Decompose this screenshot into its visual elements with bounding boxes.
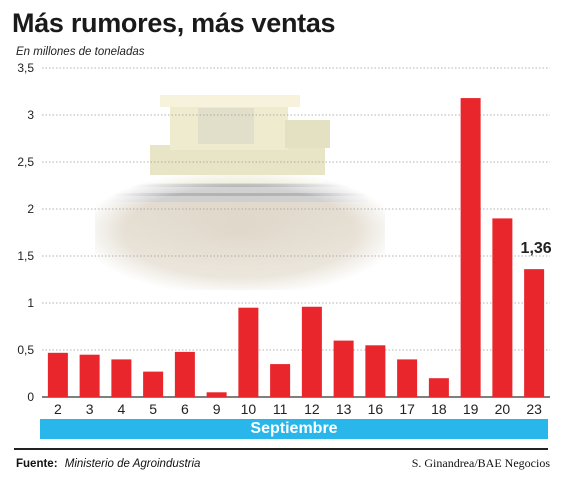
footer: Fuente: Ministerio de Agroindustria S. G… [16,456,550,471]
x-tick-label: 3 [86,401,94,417]
y-tick-label: 1 [27,296,34,310]
y-tick-label: 3 [27,108,34,122]
x-tick-label: 19 [463,401,479,417]
x-tick-label: 9 [213,401,221,417]
y-tick-label: 2 [27,202,34,216]
x-tick-label: 2 [54,401,62,417]
bar-11 [270,364,291,397]
source-label: Fuente: [16,458,58,470]
bar-10 [238,307,259,397]
x-tick-label: 11 [273,401,288,417]
x-tick-label: 6 [181,401,189,417]
y-tick-label: 1,5 [17,249,34,263]
bar-chart: 00,511,522,533,52 3 4 5 6 9 10 11 12 13 16 17 18 19 20… [17,61,552,417]
x-tick-label: 13 [336,401,352,417]
bar-19 [460,98,481,397]
bar-9 [206,392,227,397]
bar-23 [524,269,545,397]
combine-harvester-image [95,95,385,290]
source-value: Ministerio de Agroindustria [64,458,201,470]
y-tick-label: 3,5 [17,61,34,75]
bar-3 [79,354,100,397]
x-tick-label: 12 [304,401,320,417]
unit-label: En millones de toneladas [16,46,145,58]
bar-18 [428,378,449,397]
y-tick-label: 0 [27,390,34,404]
chart-title: Más rumores, más ventas [12,8,336,38]
bar-4 [111,359,132,397]
bar-5 [143,371,164,397]
bar-6 [174,351,195,397]
credit: S. Ginandrea/BAE Negocios [411,456,550,470]
bar-17 [397,359,418,397]
x-tick-label: 5 [149,401,157,417]
x-tick-label: 16 [368,401,384,417]
bar-13 [333,340,354,397]
x-tick-label: 17 [399,401,415,417]
x-tick-label: 18 [431,401,447,417]
bar-20 [492,218,513,397]
data-label: 1,36 [521,240,552,257]
bar-16 [365,345,386,397]
x-tick-label: 4 [117,401,125,417]
month-band: Septiembre [40,419,548,439]
footer-rule [14,448,548,450]
x-tick-label: 10 [241,401,257,417]
y-tick-label: 0,5 [17,343,34,357]
bar-12 [301,306,322,397]
x-tick-label: 23 [526,401,542,417]
source: Fuente: Ministerio de Agroindustria [16,458,200,470]
bar-2 [47,352,68,397]
y-tick-label: 2,5 [17,155,34,169]
x-tick-label: 20 [495,401,511,417]
